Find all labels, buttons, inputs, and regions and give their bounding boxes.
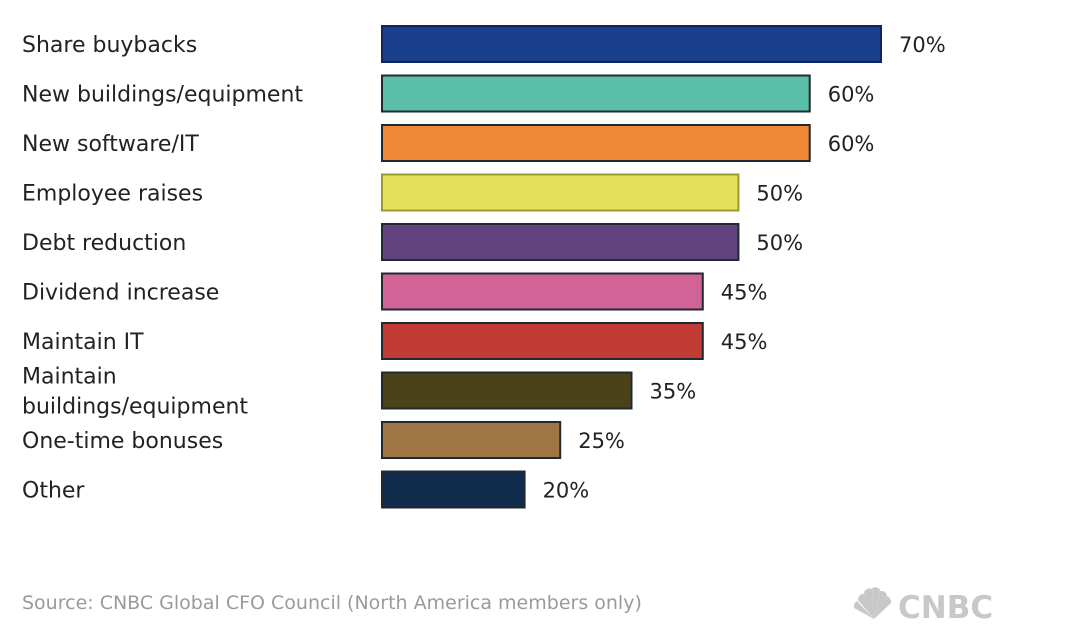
category-label-0: Share buybacks [22, 33, 197, 58]
bar-6 [381, 322, 704, 360]
bar-4 [381, 223, 740, 261]
category-label-9: Other [22, 479, 85, 504]
source-note: Source: CNBC Global CFO Council (North A… [22, 592, 642, 614]
bar-8 [381, 421, 562, 459]
category-label-1: New buildings/equipment [22, 83, 303, 108]
value-label-7: 35% [650, 380, 697, 404]
bar-3 [381, 173, 740, 212]
category-label-8: One-time bonuses [22, 429, 223, 454]
value-label-9: 20% [543, 479, 590, 503]
value-label-8: 25% [578, 429, 625, 453]
value-label-2: 60% [828, 132, 875, 156]
cnbc-logo: CNBC [853, 587, 993, 626]
category-label-3: Employee raises [22, 182, 203, 207]
value-label-3: 50% [756, 182, 803, 206]
peacock-icon [853, 587, 892, 619]
category-label-4: Debt reduction [22, 231, 186, 256]
category-label-5: Dividend increase [22, 281, 219, 306]
value-label-4: 50% [756, 231, 803, 255]
value-label-0: 70% [899, 33, 946, 57]
value-label-5: 45% [721, 281, 768, 305]
cnbc-logo-text: CNBC [898, 590, 993, 626]
value-label-1: 60% [828, 83, 875, 107]
bar-5 [381, 272, 704, 311]
bar-1 [381, 74, 811, 113]
bar-0 [381, 25, 882, 63]
bar-chart: 70% Share buybacks 60% New buildings/equipm… [22, 25, 946, 509]
category-label-6: Maintain IT [22, 330, 144, 355]
bar-2 [381, 124, 811, 162]
category-label-7: Maintain buildings/equipment [22, 365, 248, 420]
bar-9 [381, 470, 526, 509]
bar-7 [381, 371, 633, 410]
value-label-6: 45% [721, 330, 768, 354]
category-label-2: New software/IT [22, 132, 199, 157]
